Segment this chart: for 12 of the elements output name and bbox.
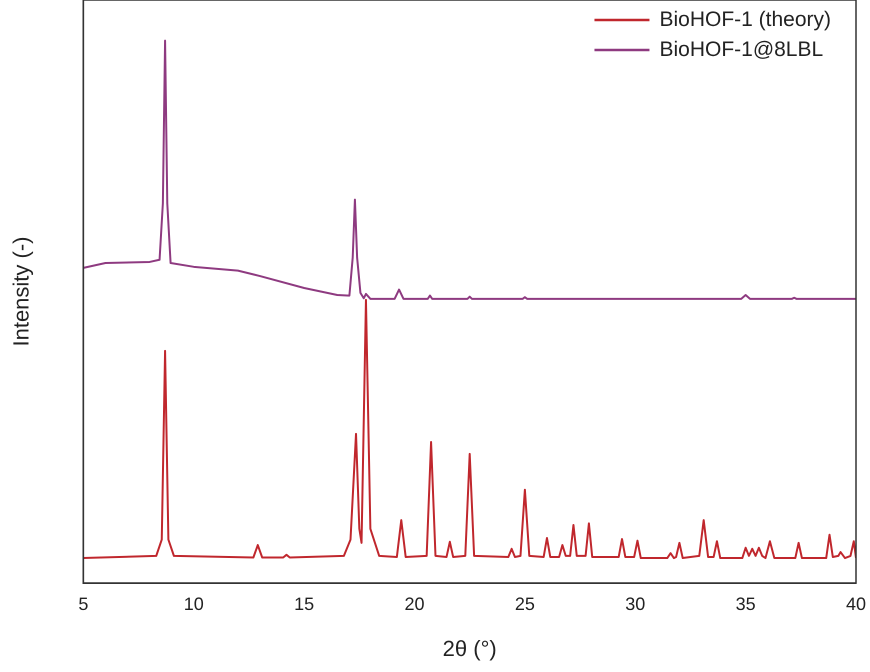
- x-tick-label: 15: [294, 594, 314, 614]
- x-tick-label: 40: [846, 594, 866, 614]
- x-tick-label: 35: [736, 594, 756, 614]
- x-axis-title: 2θ (°): [442, 636, 497, 661]
- x-tick-label: 5: [78, 594, 88, 614]
- x-tick-label: 20: [404, 594, 425, 614]
- x-tick-label: 30: [625, 594, 646, 614]
- x-tick-label: 10: [184, 594, 204, 614]
- legend-label: BioHOF-1 (theory): [659, 8, 832, 31]
- y-axis-title: Intensity (-): [8, 236, 34, 347]
- x-tick-label: 25: [514, 594, 535, 614]
- legend-label: BioHOF-1@8LBL: [659, 38, 824, 61]
